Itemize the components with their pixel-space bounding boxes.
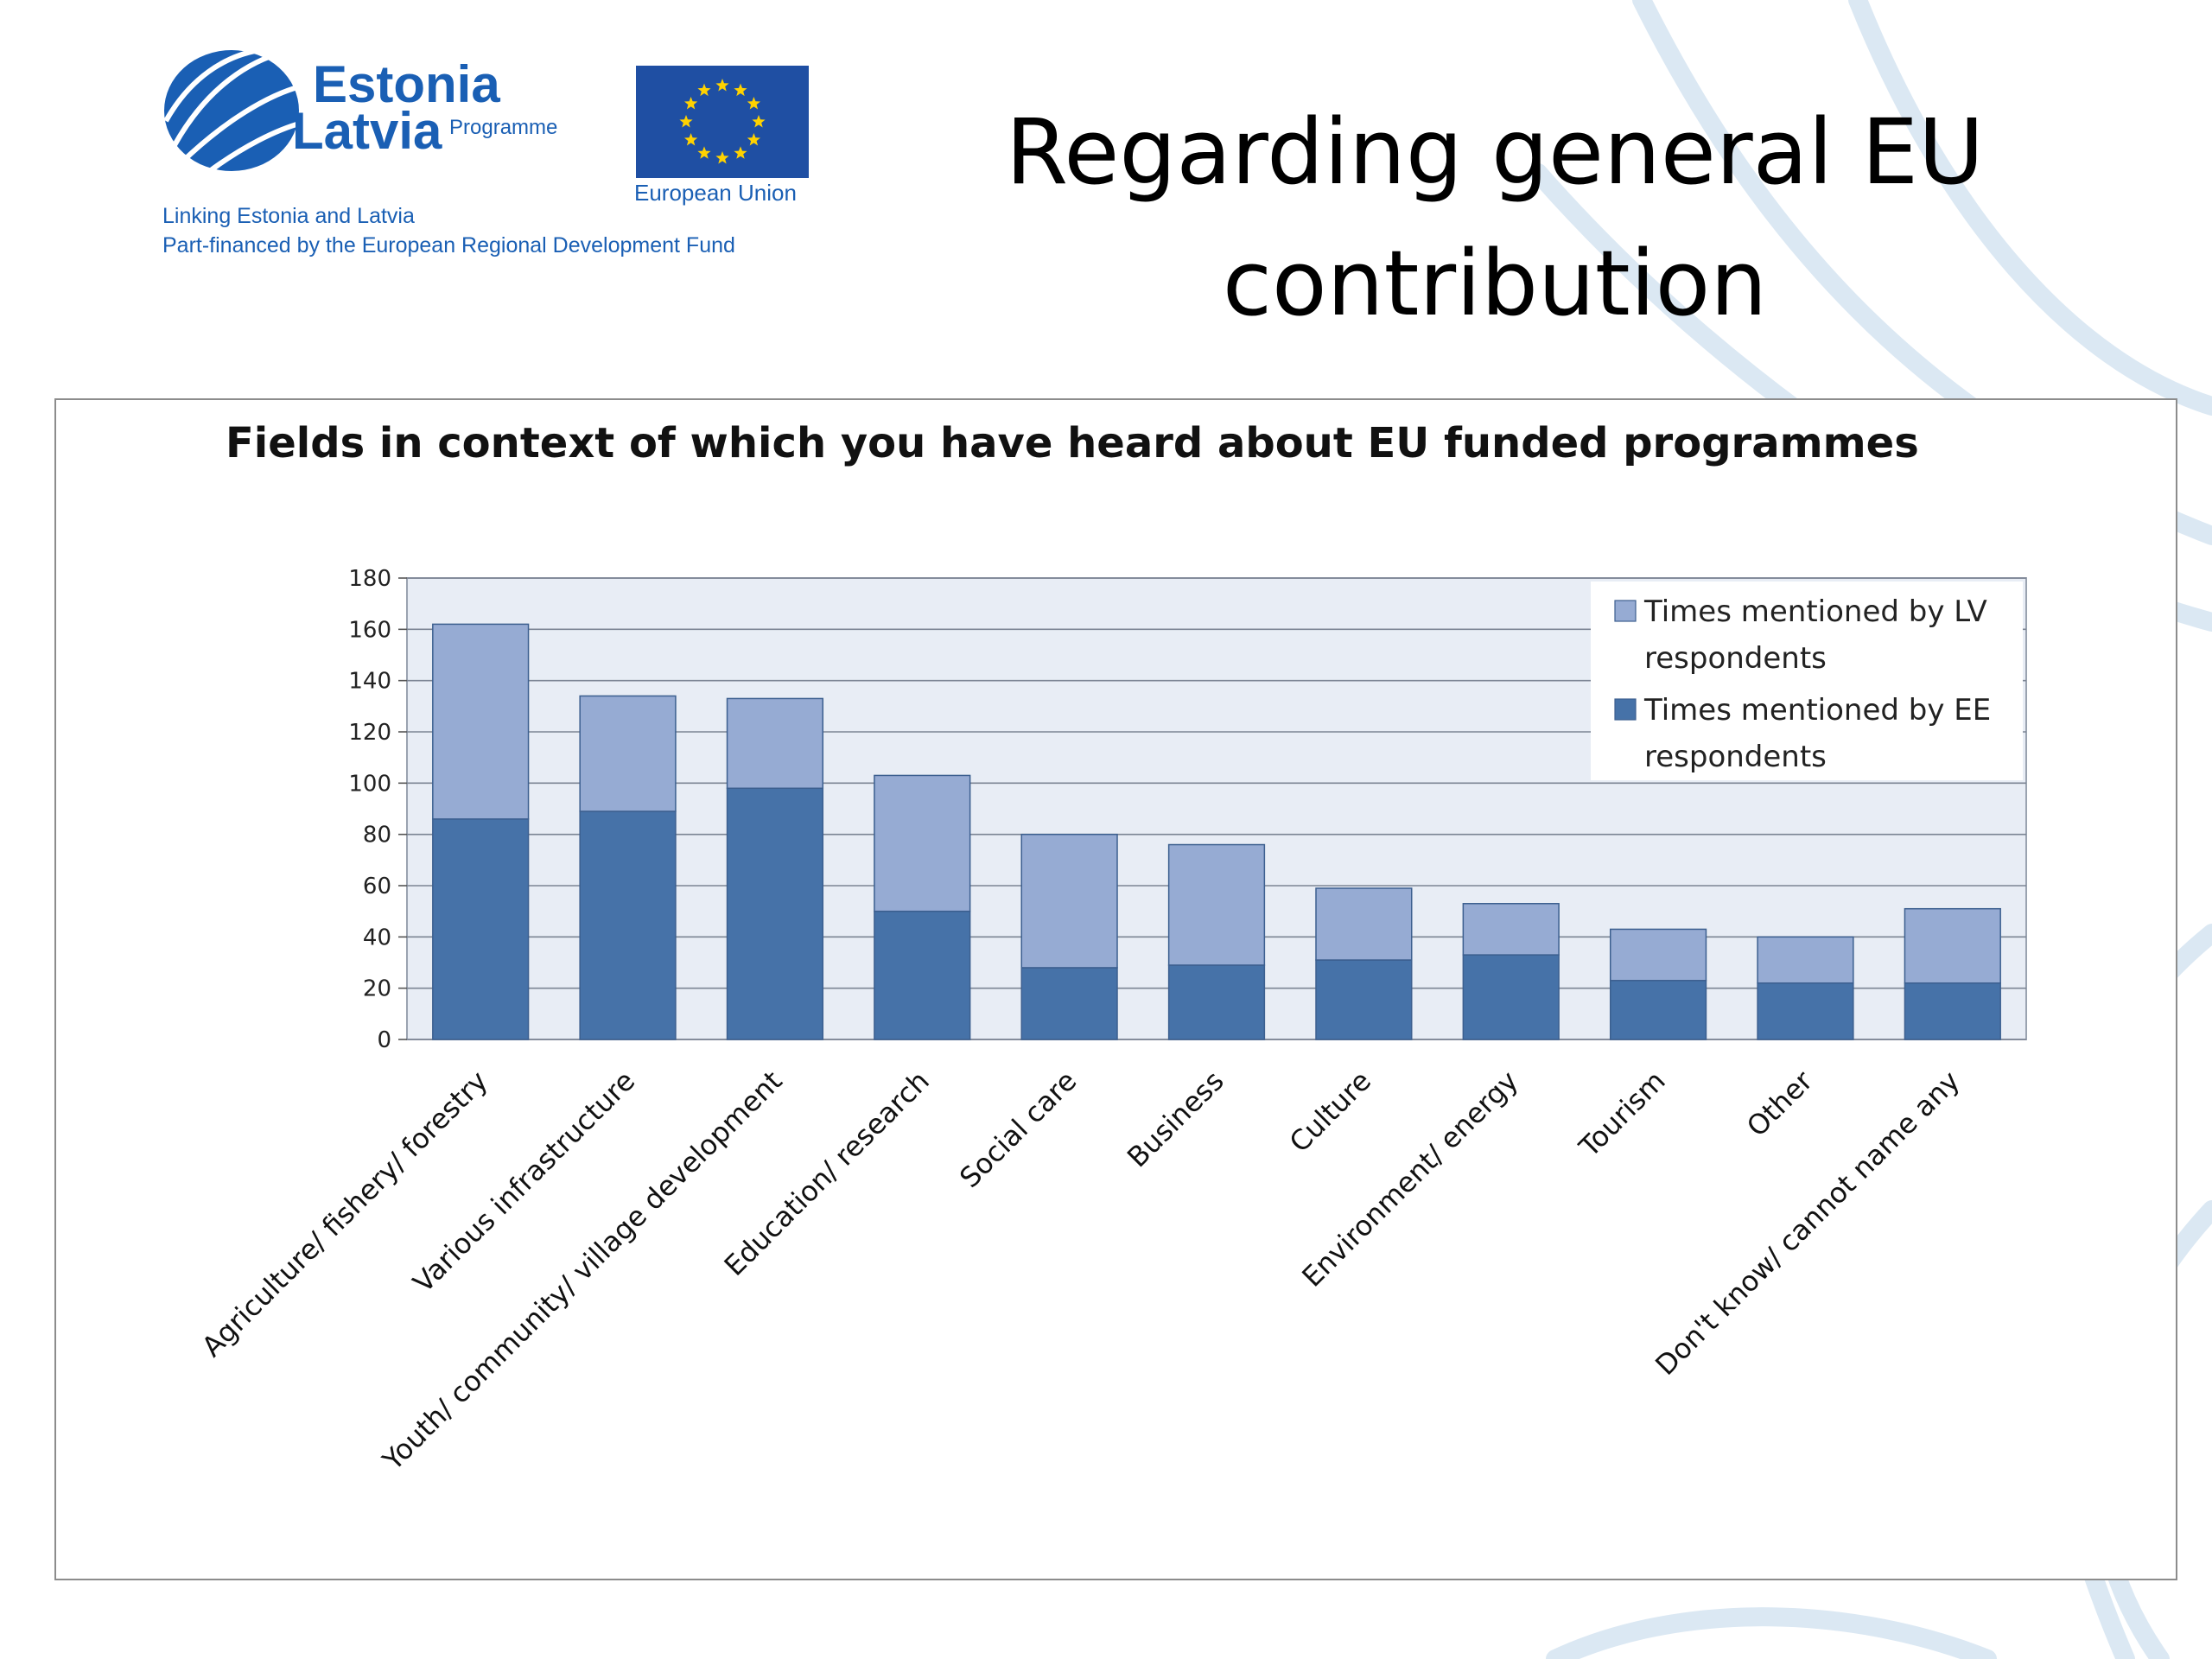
eu-star-icon	[679, 115, 693, 128]
eu-star-icon	[684, 133, 698, 146]
category-label: Culture	[1283, 1065, 1377, 1159]
bar-segment	[1167, 964, 1266, 1040]
category-label: Business	[1121, 1065, 1230, 1174]
y-tick-label: 40	[363, 925, 391, 950]
slide-title-line2: contribution	[1222, 231, 1768, 336]
bar-segment	[1609, 928, 1707, 982]
bar-segment	[1315, 887, 1413, 961]
eu-star-icon	[747, 133, 760, 146]
y-tick-label: 120	[348, 720, 391, 746]
bar-segment	[432, 623, 530, 820]
legend-swatch	[1614, 698, 1637, 721]
legend-box	[1591, 582, 2023, 780]
bar-segment	[579, 695, 677, 812]
bar-segment	[726, 787, 824, 1040]
bar-segment	[1757, 936, 1854, 984]
eu-star-icon	[747, 97, 760, 110]
logo-programme-word: Programme	[449, 116, 557, 139]
category-label: Social care	[953, 1065, 1083, 1194]
category-label: Tourism	[1573, 1065, 1672, 1164]
bar-segment	[1462, 903, 1560, 956]
category-label: Don't know/ cannot name any	[1649, 1065, 1966, 1382]
logo-name-line2: Latvia	[292, 102, 442, 160]
y-tick-label: 100	[348, 771, 391, 797]
slide-title-line1: Regarding general EU	[1005, 99, 1985, 205]
eu-star-icon	[752, 115, 766, 128]
eu-star-icon	[734, 83, 747, 97]
category-label: Agriculture/ fishery/ forestry	[195, 1065, 494, 1363]
slide-title: Regarding general EU contribution	[933, 86, 2056, 349]
bar-segment	[1020, 967, 1118, 1040]
y-tick-label: 180	[348, 566, 391, 592]
bar-segment	[1904, 907, 2001, 984]
bar-segment	[874, 910, 971, 1040]
eu-star-icon	[697, 83, 711, 97]
logo-tagline-line2: Part-financed by the European Regional D…	[162, 233, 735, 257]
y-tick-label: 160	[348, 617, 391, 643]
chart-title: Fields in context of which you have hear…	[226, 419, 1919, 467]
eu-star-icon	[715, 151, 729, 164]
legend-label: Times mentioned by LV respondents	[1643, 594, 1987, 676]
logo-name-line1: Estonia	[313, 55, 500, 113]
bar-segment	[432, 818, 530, 1040]
bar-segment	[579, 810, 677, 1040]
y-tick-label: 140	[348, 669, 391, 695]
y-tick-label: 60	[363, 874, 391, 899]
legend-swatch	[1614, 600, 1637, 622]
bar-segment	[1020, 833, 1118, 969]
bar-segment	[1167, 843, 1266, 966]
bar-segment	[1904, 982, 2001, 1040]
bar-segment	[1757, 982, 1854, 1040]
logo-tagline-line1: Linking Estonia and Latvia	[162, 204, 415, 228]
globe-icon	[163, 48, 303, 175]
chart-frame: Fields in context of which you have hear…	[54, 398, 2177, 1580]
eu-flag-icon	[636, 66, 809, 178]
stacked-bar-chart: Fields in context of which you have hear…	[195, 419, 2027, 1478]
y-tick-label: 80	[363, 823, 391, 849]
y-tick-label: 20	[363, 976, 391, 1002]
bar-segment	[1462, 954, 1560, 1040]
eu-star-icon	[734, 146, 747, 159]
programme-logo: Estonia Latvia Programme European Union …	[162, 48, 809, 257]
eu-label: European Union	[634, 180, 797, 206]
bar-segment	[1609, 980, 1707, 1040]
legend-label: Times mentioned by EE respondents	[1643, 693, 1991, 774]
y-tick-label: 0	[377, 1027, 391, 1053]
eu-star-icon	[697, 146, 711, 159]
bar-segment	[726, 697, 824, 790]
eu-star-icon	[715, 79, 729, 92]
bar-segment	[874, 774, 971, 912]
category-label: Other	[1740, 1064, 1820, 1143]
eu-star-icon	[684, 97, 698, 110]
bar-segment	[1315, 959, 1413, 1040]
